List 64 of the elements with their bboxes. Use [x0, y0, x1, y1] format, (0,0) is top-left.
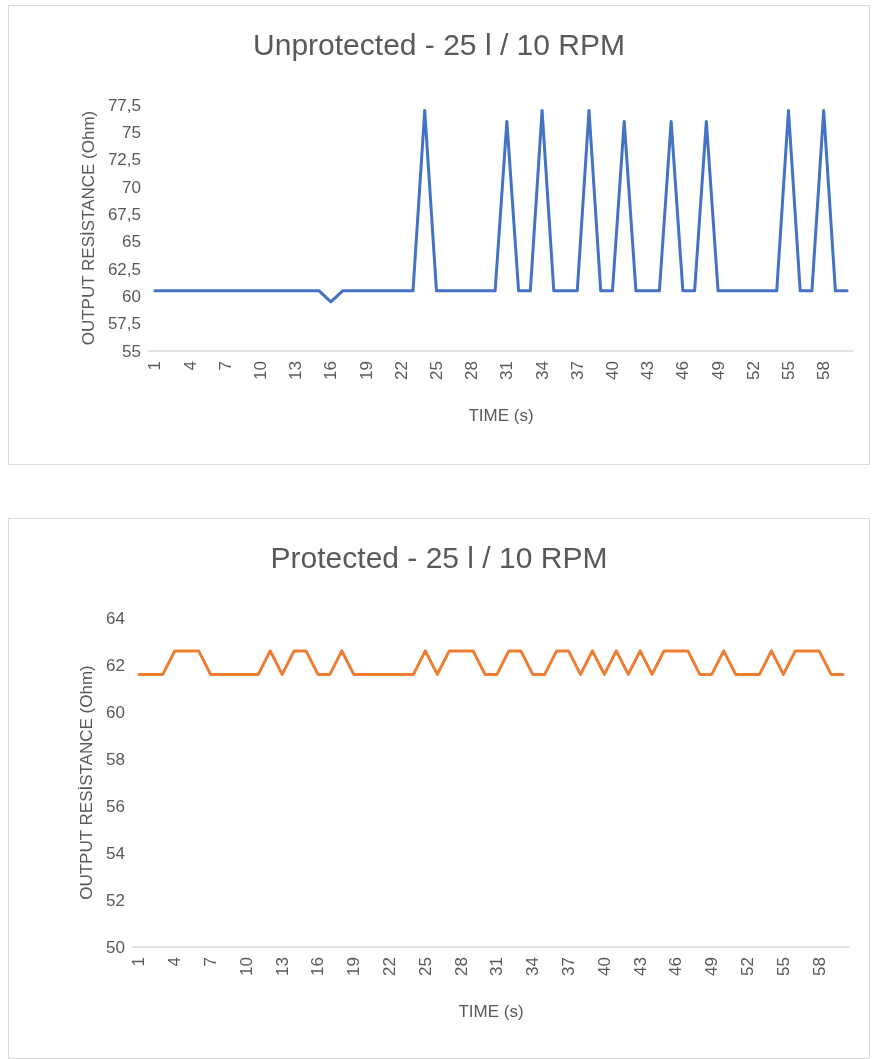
x-tick-label: 25	[415, 957, 435, 976]
x-tick-label: 31	[497, 361, 517, 380]
x-tick-label: 40	[602, 361, 622, 380]
x-tick-label: 43	[638, 361, 658, 380]
x-axis-title: TIME (s)	[458, 1002, 524, 1021]
y-tick-label: 50	[106, 937, 125, 957]
x-tick-label: 37	[567, 361, 587, 380]
x-tick-label: 31	[487, 957, 507, 976]
x-tick-label: 7	[201, 957, 221, 967]
y-tick-label: 75	[122, 122, 141, 142]
x-tick-label: 1	[129, 957, 149, 967]
x-tick-label: 52	[738, 957, 758, 976]
x-tick-label: 22	[391, 361, 411, 380]
x-axis-title: TIME (s)	[468, 406, 534, 425]
x-tick-label: 1	[145, 361, 165, 371]
x-tick-label: 55	[773, 957, 793, 976]
x-tick-label: 40	[594, 957, 614, 976]
y-tick-label: 54	[106, 843, 125, 863]
x-tick-label: 10	[236, 957, 256, 976]
x-tick-label: 4	[180, 361, 200, 371]
y-tick-label: 60	[106, 702, 125, 722]
x-tick-label: 28	[451, 957, 471, 976]
line-series	[153, 108, 849, 304]
y-tick-label: 70	[122, 177, 141, 197]
y-tick-label: 62,5	[107, 259, 141, 279]
x-tick-label: 43	[630, 957, 650, 976]
x-tick-label: 13	[272, 957, 292, 976]
x-tick-label: 52	[743, 361, 763, 380]
x-tick-label: 46	[673, 361, 693, 380]
y-tick-label: 52	[106, 890, 125, 910]
y-tick-label: 72,5	[107, 150, 141, 170]
x-tick-label: 10	[250, 361, 270, 380]
x-tick-label: 34	[532, 361, 552, 380]
y-tick-label: 57,5	[107, 314, 141, 334]
x-tick-label: 16	[321, 361, 341, 380]
x-tick-label: 49	[702, 957, 722, 976]
x-tick-label: 49	[708, 361, 728, 380]
y-tick-label: 67,5	[107, 204, 141, 224]
y-axis-title: OUTPUT RESİSTANCE (Ohm)	[79, 110, 99, 346]
x-tick-label: 55	[778, 361, 798, 380]
chart-title: Protected - 25 l / 10 RPM	[270, 540, 608, 574]
y-tick-label: 64	[106, 608, 125, 628]
x-tick-label: 19	[344, 957, 364, 976]
y-tick-label: 56	[106, 796, 125, 816]
x-tick-label: 16	[308, 957, 328, 976]
x-tick-label: 13	[286, 361, 306, 380]
x-tick-label: 22	[380, 957, 400, 976]
x-tick-label: 28	[462, 361, 482, 380]
x-tick-label: 4	[165, 957, 185, 967]
chart-title: Unprotected - 25 l / 10 RPM	[253, 27, 625, 61]
y-tick-label: 60	[122, 286, 141, 306]
y-axis-title: OUTPUT RESİSTANCE (Ohm)	[77, 665, 97, 900]
y-tick-label: 58	[106, 749, 125, 769]
y-tick-label: 62	[106, 655, 125, 675]
x-tick-label: 46	[666, 957, 686, 976]
y-tick-label: 65	[122, 232, 141, 252]
x-tick-label: 34	[523, 957, 543, 976]
x-tick-label: 58	[809, 957, 829, 976]
x-tick-label: 7	[215, 361, 235, 371]
y-tick-label: 77,5	[107, 95, 141, 115]
x-tick-label: 37	[559, 957, 579, 976]
x-tick-label: 25	[426, 361, 446, 380]
x-tick-label: 19	[356, 361, 376, 380]
x-tick-label: 58	[814, 361, 834, 380]
